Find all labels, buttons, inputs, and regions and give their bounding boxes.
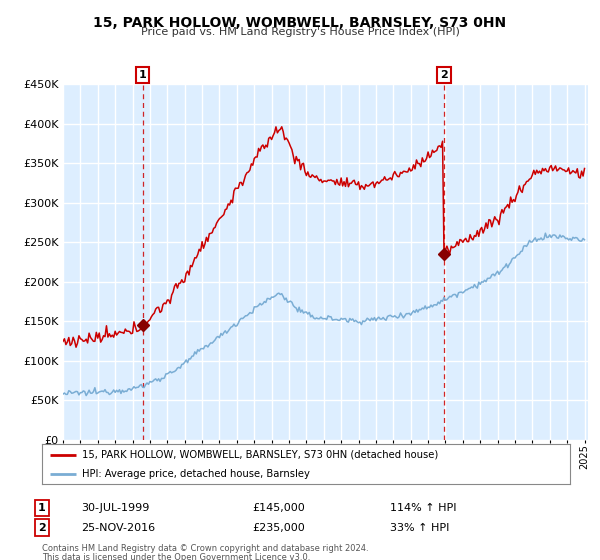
- Text: 15, PARK HOLLOW, WOMBWELL, BARNSLEY, S73 0HN (detached house): 15, PARK HOLLOW, WOMBWELL, BARNSLEY, S73…: [82, 450, 438, 460]
- Text: Contains HM Land Registry data © Crown copyright and database right 2024.: Contains HM Land Registry data © Crown c…: [42, 544, 368, 553]
- Text: 1: 1: [38, 503, 46, 513]
- Text: 1: 1: [139, 70, 146, 80]
- Text: 33% ↑ HPI: 33% ↑ HPI: [390, 522, 449, 533]
- Text: £235,000: £235,000: [252, 522, 305, 533]
- Text: This data is licensed under the Open Government Licence v3.0.: This data is licensed under the Open Gov…: [42, 553, 310, 560]
- Text: 25-NOV-2016: 25-NOV-2016: [81, 522, 155, 533]
- Text: 2: 2: [38, 522, 46, 533]
- Text: Price paid vs. HM Land Registry's House Price Index (HPI): Price paid vs. HM Land Registry's House …: [140, 27, 460, 38]
- Text: 30-JUL-1999: 30-JUL-1999: [81, 503, 149, 513]
- Text: 114% ↑ HPI: 114% ↑ HPI: [390, 503, 457, 513]
- Text: £145,000: £145,000: [252, 503, 305, 513]
- Text: HPI: Average price, detached house, Barnsley: HPI: Average price, detached house, Barn…: [82, 469, 310, 478]
- Text: 15, PARK HOLLOW, WOMBWELL, BARNSLEY, S73 0HN: 15, PARK HOLLOW, WOMBWELL, BARNSLEY, S73…: [94, 16, 506, 30]
- Text: 2: 2: [440, 70, 448, 80]
